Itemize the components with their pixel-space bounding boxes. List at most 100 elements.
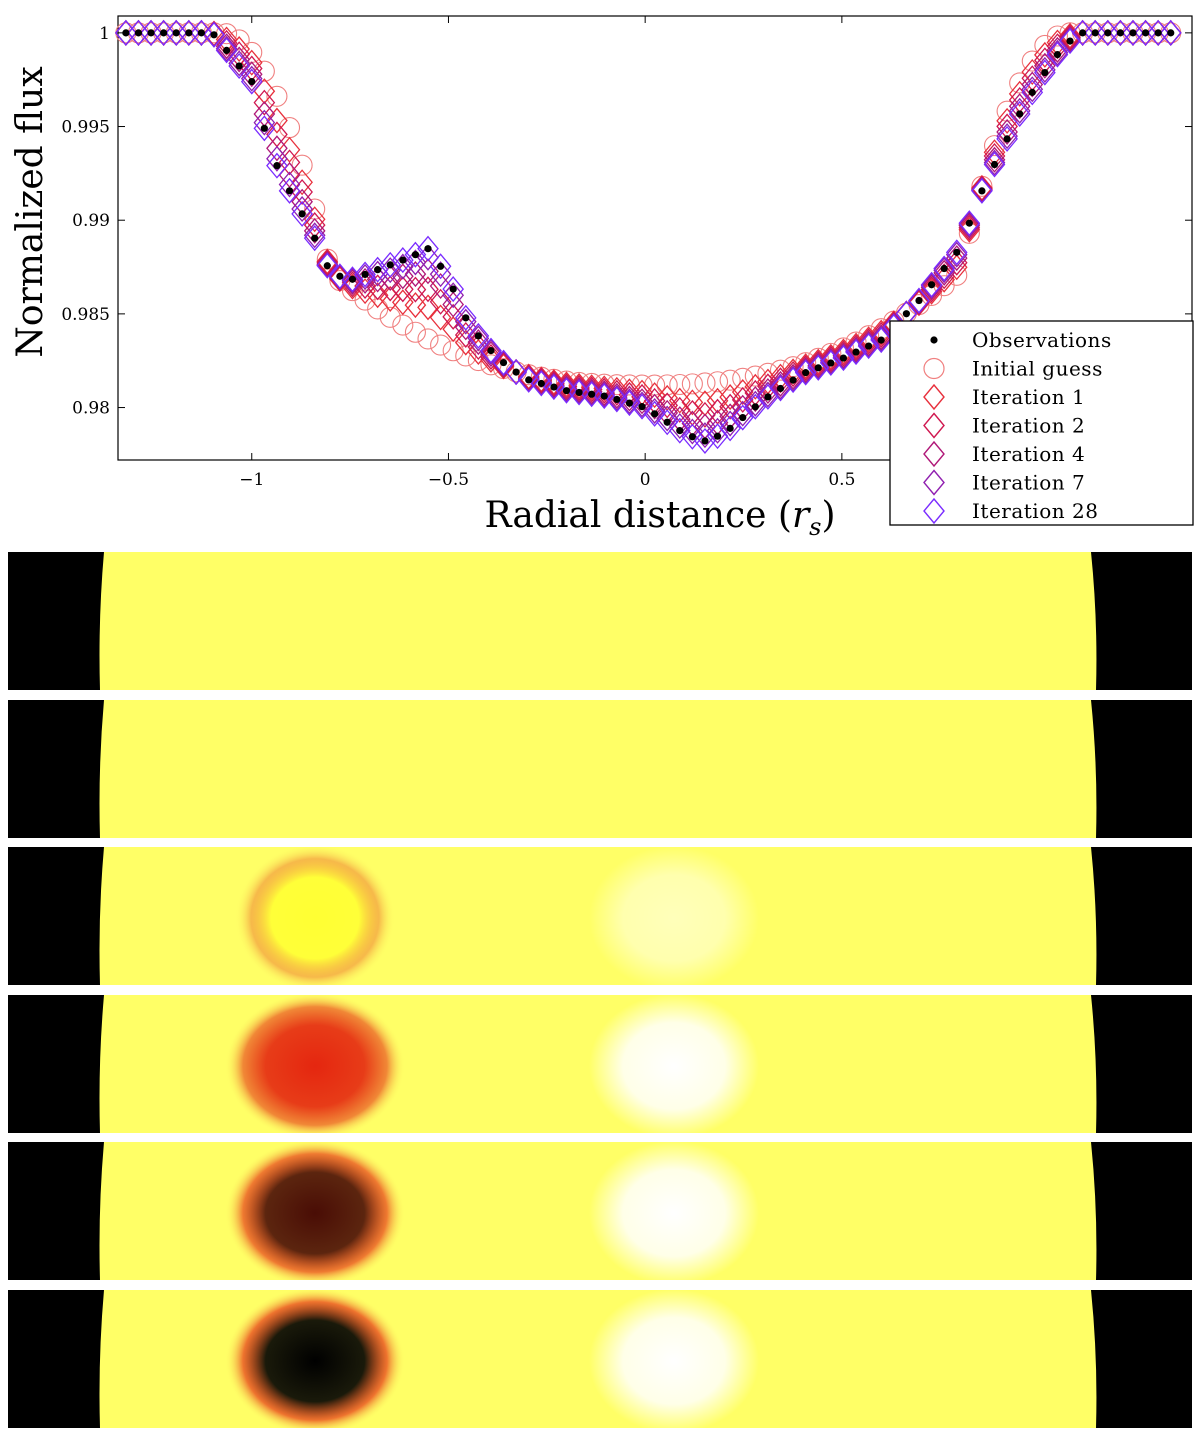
initial-guess-point [354,289,376,311]
iteration-point [530,370,553,397]
map-strip [8,847,1192,985]
iteration-point [618,388,641,415]
iteration-point [1059,22,1081,49]
x-axis-title: Radial distance (rs) [484,495,835,541]
map-strip [8,1289,1192,1428]
iteration-point [731,400,754,427]
iteration-point [1159,19,1182,46]
iteration-point [454,304,477,331]
legend-label: Observations [972,328,1112,352]
iteration-point [303,206,326,233]
iteration-point [1008,97,1031,124]
iteration-point [983,149,1006,176]
observation-point [764,393,772,401]
iteration-point [870,324,893,351]
observation-point [902,310,910,318]
iteration-point [1021,76,1044,103]
initial-guess-point [430,334,452,356]
legend-diamond-icon [923,412,945,439]
observation-point [613,395,621,404]
iteration-point [656,405,679,432]
iteration-point [341,266,364,293]
observation-point [134,29,143,37]
iteration-point [1046,39,1069,66]
y-axis-title: Normalized flux [10,66,51,357]
observation-point [688,433,696,441]
legend-label: Iteration 4 [972,442,1085,466]
iteration-point [341,267,364,294]
observation-point [210,31,218,39]
iteration-point [417,294,439,321]
iteration-point [404,241,427,268]
iteration-point [1008,93,1031,120]
legend-diamond-icon [923,440,945,468]
legend-diamond-icon [923,383,945,411]
iteration-point [631,391,653,418]
bright-region [589,994,759,1133]
legend-label: Initial guess [972,357,1103,381]
observation-point [235,62,243,70]
observation-point [1091,29,1099,37]
iteration-point [857,328,880,355]
photosphere [8,552,1192,690]
observation-point [713,432,722,440]
observation-point [927,281,936,289]
iteration-point [278,149,301,176]
right-limb [1091,994,1192,1133]
map-strip-image [8,847,1192,985]
iteration-point [933,259,955,286]
iteration-point [442,282,465,309]
map-strip [8,1142,1192,1280]
initial-guess-point [719,369,741,391]
legend-label: Iteration 1 [972,385,1085,409]
observation-point [512,368,520,376]
observation-point [827,359,835,367]
observation-point [462,314,470,322]
observation-point [374,266,382,274]
iteration-point [933,257,955,284]
iteration-point [417,244,439,271]
right-limb [1091,847,1192,985]
iteration-point [429,272,452,300]
iteration-point [228,50,251,77]
iteration-point [920,276,943,303]
iteration-point [908,287,930,314]
iteration-point [605,386,628,413]
iteration-point [266,107,288,134]
observation-point [739,413,747,422]
iteration-point [668,412,691,440]
observation-point [172,29,180,37]
iteration-point [631,393,653,420]
iteration-point [266,152,288,179]
iteration-point [303,222,326,249]
initial-guess-point [744,365,766,387]
iteration-point [354,267,376,294]
legend-label: Iteration 2 [972,414,1085,438]
map-strip-image [8,1142,1192,1280]
observation-point [222,46,231,54]
observation-point [953,248,961,256]
observation-point [122,29,130,37]
iteration-point [291,178,313,206]
light-curve-chart: −1 −0.5 0 0.5 0.98 0.985 0.99 0.995 1 Normalized… [10,15,1194,541]
iteration-point [291,200,313,227]
iteration-point [253,109,276,136]
initial-guess-point [379,306,401,328]
iteration-point [404,292,427,319]
iteration-point [845,339,867,366]
iteration-point [240,65,263,92]
observation-point [273,162,281,170]
iteration-point [820,345,842,372]
legend-label: Iteration 28 [972,499,1098,523]
iteration-point [429,304,452,331]
legend-box [889,320,1194,526]
observation-point [877,336,885,344]
observation-point [323,262,331,270]
bright-region [589,1289,759,1428]
initial-guess-point [618,374,640,396]
map-strip [8,552,1192,690]
iteration-point [857,330,880,357]
map-strip-image [8,1289,1192,1428]
iteration-point [467,329,490,356]
observation-point [449,285,457,293]
